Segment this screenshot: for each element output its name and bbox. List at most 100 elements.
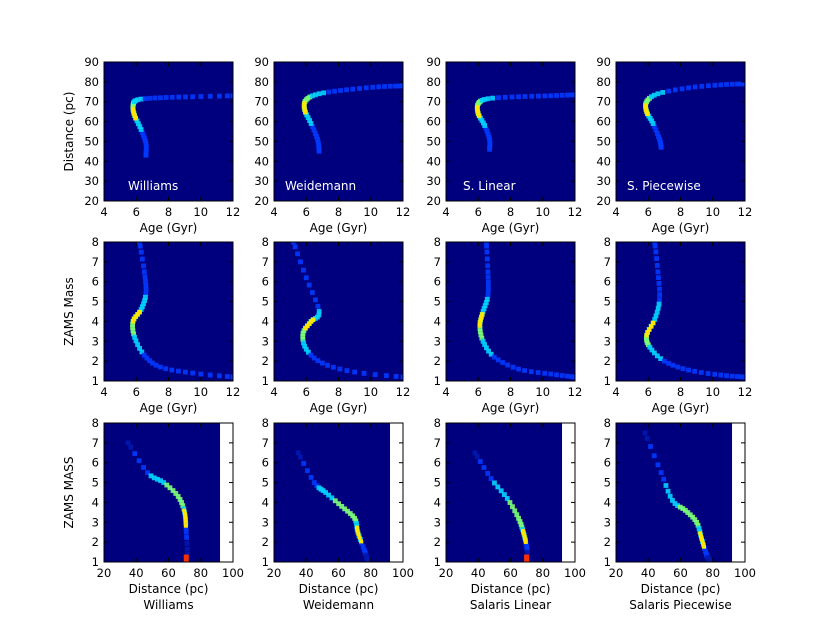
y-tick-label: 8 (434, 416, 441, 430)
density-cell (323, 490, 328, 495)
y-tick-label: 30 (84, 174, 99, 188)
density-cell (344, 87, 349, 93)
density-cell (141, 465, 146, 470)
density-cell (311, 127, 317, 133)
density-cell (485, 471, 491, 476)
density-cell (326, 492, 331, 498)
y-tick-label: 20 (84, 194, 99, 208)
density-cell (141, 301, 146, 307)
density-cell (198, 371, 204, 377)
empty-region (390, 423, 403, 562)
x-tick-label: 40 (299, 566, 314, 580)
density-cell (138, 96, 144, 102)
density-cell (481, 465, 487, 470)
y-tick-label: 4 (92, 495, 99, 509)
panel-r3-c4: 20 40 60 80 100 1 2 3 4 5 6 7 8 (604, 416, 756, 580)
density-peak (137, 310, 142, 315)
density-cell (316, 142, 322, 148)
density-cell (158, 478, 163, 484)
density-cell (656, 275, 661, 280)
density-cell (163, 366, 169, 372)
density-cell (685, 510, 691, 515)
density-peak (356, 531, 361, 536)
density-cell (163, 95, 169, 100)
density-cell (690, 514, 696, 520)
y-tick-label: 3 (92, 334, 99, 348)
density-peak (475, 109, 480, 114)
y-tick-label: 3 (262, 515, 269, 529)
density-cell (672, 501, 678, 506)
x-tick-label: 6 (645, 385, 652, 399)
y-tick-label: 20 (596, 194, 611, 208)
y-tick-label: 6 (604, 275, 611, 289)
y-tick-label: 4 (434, 314, 441, 328)
density-cell (655, 91, 661, 97)
density-cell (485, 284, 491, 290)
density-cell (654, 131, 660, 136)
x-axis-label: Age (Gyr) (310, 401, 368, 415)
x-tick-label: 20 (97, 566, 112, 580)
density-cell (353, 518, 359, 524)
density-cell (161, 480, 167, 485)
density-cell (305, 468, 310, 474)
density-cell (675, 503, 680, 509)
x-axis-label: Age (Gyr) (482, 401, 540, 415)
density-peak (644, 333, 649, 338)
density-cell (184, 540, 190, 546)
density-cell (303, 346, 309, 352)
density-cell (216, 93, 222, 99)
density-cell (345, 508, 350, 514)
y-tick-label: 4 (604, 314, 611, 328)
density-cell (498, 488, 504, 494)
y-tick-label: 2 (434, 535, 441, 549)
density-peak (475, 105, 480, 110)
density-cell (290, 242, 296, 245)
density-cell (130, 325, 135, 330)
density-cell (572, 374, 575, 380)
density-peak (182, 512, 187, 517)
density-cell (695, 522, 701, 528)
y-tick-label: 30 (596, 174, 611, 188)
density-cell (130, 328, 136, 334)
density-cell (325, 362, 330, 368)
density-peak (183, 519, 188, 524)
y-tick-label: 7 (92, 255, 99, 269)
density-cell (130, 321, 135, 327)
density-cell (516, 94, 521, 100)
y-tick-label: 4 (434, 495, 441, 509)
x-tick-label: 10 (363, 385, 378, 399)
density-peak (359, 539, 364, 544)
density-cell (147, 358, 152, 364)
density-cell (141, 352, 147, 358)
density-cell (305, 349, 311, 355)
density-peak (477, 113, 482, 118)
density-cell (653, 313, 659, 319)
density-cell (319, 360, 325, 366)
density-cell (680, 366, 686, 372)
density-cell (706, 83, 711, 89)
density-cell (656, 301, 662, 307)
panel-r1-c4: 4 6 8 10 12 20 30 40 50 60 70 80 90 S. Piecewise (596, 55, 752, 219)
density-peak (523, 539, 528, 544)
density-cell (479, 335, 485, 341)
density-cell (647, 344, 653, 350)
x-tick-label: 4 (270, 385, 277, 399)
heatmap-field (274, 62, 403, 201)
density-cell (491, 354, 497, 360)
y-tick-label: 6 (92, 275, 99, 289)
y-tick-label: 5 (92, 295, 99, 309)
density-cell (344, 368, 350, 374)
density-cell (478, 332, 484, 338)
density-cell (516, 515, 521, 521)
density-cell (649, 94, 654, 100)
density-cell (179, 500, 184, 505)
density-cell (350, 513, 356, 519)
x-tick-label: 80 (535, 566, 550, 580)
density-cell (484, 296, 490, 302)
density-cell (484, 243, 489, 249)
panel-r1-c3: 4 6 8 10 12 20 30 40 50 60 70 80 90 S. Linear (426, 55, 582, 219)
density-cell (485, 274, 491, 280)
y-tick-label: 3 (434, 334, 441, 348)
